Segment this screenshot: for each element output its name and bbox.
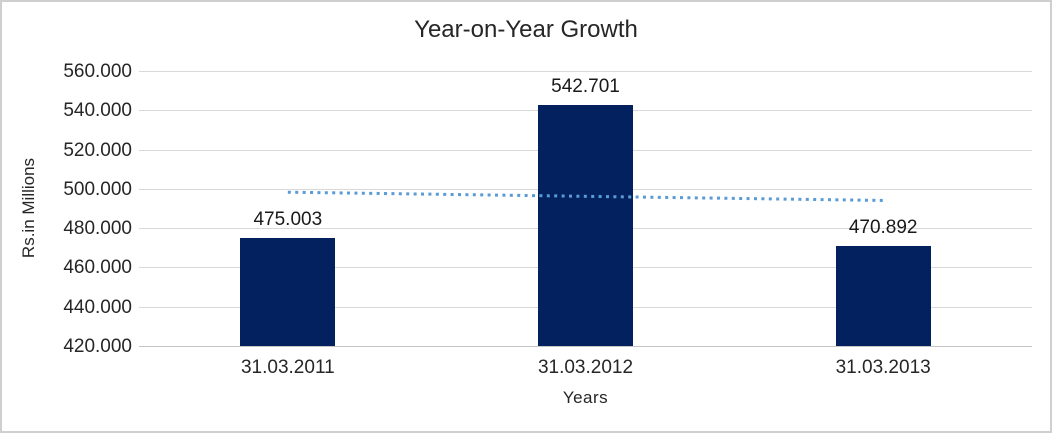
y-tick-label: 540.000 <box>63 100 132 122</box>
bar-31.03.2012[interactable] <box>538 104 633 346</box>
bar-data-label: 475.003 <box>253 208 323 230</box>
y-tick-label: 520.000 <box>63 139 132 161</box>
bar-data-label: 542.701 <box>551 75 620 97</box>
gridline <box>139 71 1032 72</box>
y-tick-label: 500.000 <box>63 178 132 200</box>
x-tick-label: 31.03.2011 <box>240 357 335 378</box>
y-tick-label: 460.000 <box>63 257 132 279</box>
chart-title: Year-on-Year Growth <box>414 16 638 43</box>
bar-31.03.2011[interactable] <box>240 237 336 346</box>
bar-31.03.2013[interactable] <box>835 246 931 346</box>
y-tick-label: 480.000 <box>63 218 132 240</box>
y-tick-label: 420.000 <box>63 336 132 357</box>
x-tick-label: 31.03.2013 <box>835 357 931 378</box>
y-tick-label: 440.000 <box>63 296 132 318</box>
x-axis-title: Years <box>562 388 609 407</box>
y-axis-title: Rs.in Millions <box>19 157 38 259</box>
x-axis-line <box>139 346 1032 347</box>
y-tick-label: 560.000 <box>63 61 132 82</box>
bar-data-label: 470.892 <box>848 217 918 239</box>
x-tick-label: 31.03.2012 <box>537 357 634 378</box>
